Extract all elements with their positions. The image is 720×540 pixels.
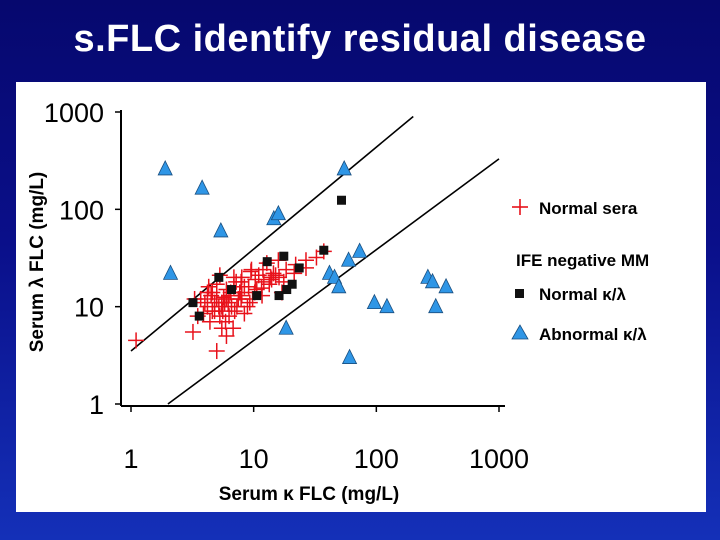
abnormal-ratio-point [162,264,179,280]
normal-sera-point [213,320,230,337]
normal-ratio-point [262,257,272,267]
normal-sera-point [263,271,280,288]
normal-sera-point [128,332,145,349]
normal-ratio-point [282,285,292,295]
normal-sera-point [218,327,235,344]
legend-normal-ratio-marker [515,289,524,298]
chart-panel: 1 10 100 1000 1 10 100 1000 Serum κ FLC (mg/L) … [16,82,706,512]
y-tick-label: 100 [59,195,104,225]
abnormal-ratio-point [424,272,441,289]
normal-sera-point [216,294,233,311]
normal-ratio-point [188,298,198,308]
normal-sera-point [218,290,235,307]
normal-sera-point [286,265,303,282]
x-tick-label: 1 [123,444,138,474]
abnormal-ratio-point [157,160,173,176]
normal-sera-point [233,273,250,290]
normal-ratio-point [294,263,304,273]
abnormal-ratio-point [270,204,287,221]
abnormal-ratio-point [194,179,210,195]
normal-ratio-point [227,285,237,295]
legend: Normal sera IFE negative MM Normal κ/λ A… [511,199,649,344]
normal-sera-point [199,298,216,315]
normal-sera-point [211,308,228,325]
y-tick-label: 10 [74,293,104,323]
y-tick-label: 1 [89,390,104,420]
abnormal-ratio-point [331,277,347,294]
normal-ratio-point [214,272,224,282]
slide-title: s.FLC identify residual disease [73,18,647,60]
normal-sera-point [200,278,217,295]
normal-ratio-point [279,251,289,261]
normal-ratio-point [319,245,329,255]
normal-sera-point [278,261,295,278]
normal-sera-point [265,265,282,282]
y-axis-label: Serum λ FLC (mg/L) [27,172,48,353]
abnormal-ratio-point [428,297,444,314]
abnormal-ratio-point [278,319,294,335]
normal-sera-point [253,280,270,297]
normal-ratio-point [336,195,346,205]
reference-line [130,115,414,352]
legend-normal-ratio-label: Normal κ/λ [539,285,626,304]
abnormal-ratio-point [379,297,395,314]
normal-sera-point [203,287,220,304]
x-axis-label: Serum κ FLC (mg/L) [219,484,400,505]
normal-sera-point [236,305,253,322]
legend-normal-sera-marker [512,199,528,215]
normal-sera-point [267,267,284,284]
legend-abnormal-ratio-marker [511,324,529,340]
normal-ratio-point [287,279,297,289]
normal-ratio-point [194,311,204,321]
legend-abnormal-ratio-label: Abnormal κ/λ [539,325,647,344]
legend-normal-sera-label: Normal sera [539,199,638,218]
abnormal-ratio-point [336,160,352,176]
abnormal-ratio-point [438,277,454,294]
normal-sera-point [208,343,225,360]
normal-sera-point [228,298,245,315]
reference-lines [130,115,500,405]
normal-sera-point [308,249,325,266]
abnormal-ratio-point [351,242,368,258]
abnormal-ratio-point [340,251,357,267]
y-tick-label: 1000 [44,98,104,128]
abnormal-ratio-point [213,222,229,238]
normal-sera-point [241,294,258,311]
normal-ratio-point [252,291,262,301]
x-tick-label: 1000 [469,444,529,474]
axis-ticks: 1 10 100 1000 1 10 100 1000 [44,98,529,474]
abnormal-ratio-point [341,348,358,364]
legend-subheading: IFE negative MM [516,251,649,270]
x-tick-label: 10 [239,444,269,474]
normal-sera-point [201,313,218,330]
x-tick-label: 100 [354,444,399,474]
abnormal-ratio-point [366,293,383,310]
normal-sera-point [184,323,201,340]
normal-sera-point [250,267,267,284]
normal-ratio-point [274,291,284,301]
data-points [128,160,454,364]
